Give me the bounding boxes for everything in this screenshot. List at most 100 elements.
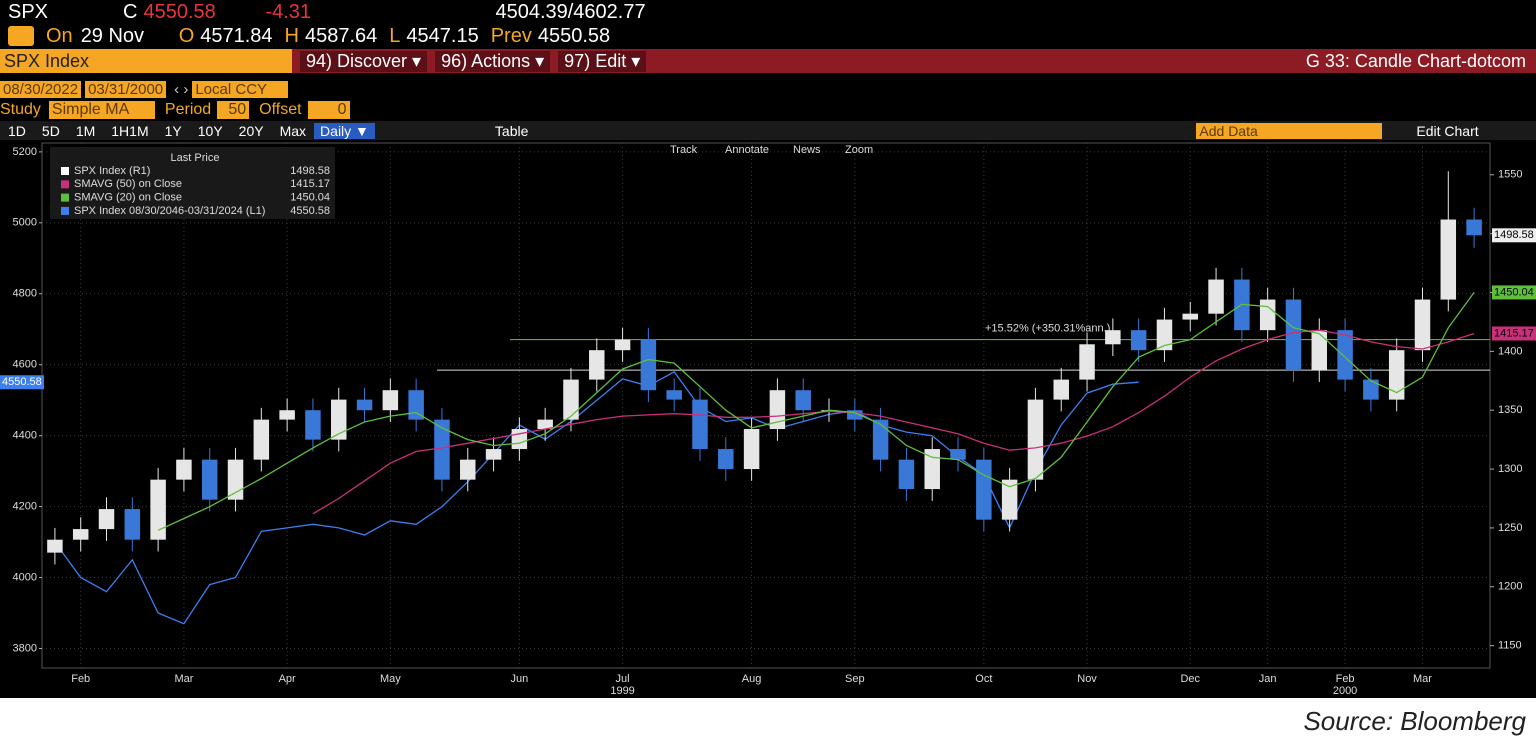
window-title: G 33: Candle Chart-dotcom <box>1305 50 1526 71</box>
period-tab[interactable]: 1M <box>75 122 96 139</box>
study[interactable]: Simple MA <box>48 101 155 119</box>
legend-name: SMAVG (50) on Close <box>74 178 182 190</box>
candle-body <box>460 459 476 480</box>
candle-body <box>1259 299 1276 331</box>
candle-body <box>563 379 579 420</box>
quote-row-2: On 29 Nov O 4571.84 H 4587.64 L 4547.15 … <box>0 24 1536 48</box>
range: 4504.39/4602.77 <box>495 0 646 23</box>
candle-body <box>1182 313 1198 320</box>
y-tick-label: 4600 <box>13 359 37 371</box>
x-tick-label: Aug <box>742 673 762 685</box>
candle-body <box>1337 330 1353 380</box>
year-label: 2000 <box>1333 685 1357 697</box>
candle-body <box>124 509 141 540</box>
y-tick-label: 4400 <box>13 430 37 442</box>
year-label: 1999 <box>610 685 634 697</box>
security[interactable]: SPX Index <box>0 49 292 73</box>
candle-body <box>485 449 502 460</box>
last: 4550.58 <box>143 0 216 23</box>
x-tick-label: Sep <box>845 673 865 685</box>
candle-body <box>1001 479 1018 520</box>
candle-body <box>150 479 166 540</box>
y2-tick-label: 1350 <box>1498 404 1522 416</box>
date-controls: 08/30/2022 03/31/2000 ‹ › Local CCY <box>0 79 1536 99</box>
legend-value: 4550.58 <box>290 205 330 217</box>
candle-body <box>1156 319 1173 351</box>
value-badge-label: 1450.04 <box>1494 286 1534 298</box>
y-tick-label: 5000 <box>13 217 37 229</box>
chart-tool[interactable]: Track <box>670 144 698 156</box>
candle-body <box>1311 330 1328 371</box>
candle-body <box>1053 379 1069 400</box>
legend-box <box>50 147 335 219</box>
high: 4587.64 <box>305 24 378 47</box>
y2-tick-label: 1150 <box>1498 640 1522 652</box>
menu[interactable]: 96) Actions ▾ <box>435 50 551 72</box>
plot-area <box>41 142 1491 669</box>
candle-body <box>795 390 811 411</box>
chart-tool[interactable]: News <box>793 144 821 156</box>
table-button[interactable]: Table <box>494 122 529 139</box>
period-tab[interactable]: 20Y <box>238 122 264 139</box>
period-tab[interactable]: 1D <box>8 122 26 139</box>
candle-body <box>1027 399 1044 480</box>
candle-body <box>743 429 760 470</box>
candle-body <box>408 390 424 420</box>
legend-name: SMAVG (20) on Close <box>74 192 182 204</box>
x-tick-label: Jan <box>1259 673 1277 685</box>
y-tick-label: 5200 <box>13 146 37 158</box>
offset[interactable]: 0 <box>307 101 350 119</box>
period-tab[interactable]: 1Y <box>164 122 182 139</box>
value-badge <box>1492 228 1536 243</box>
x-tick-label: May <box>380 673 401 685</box>
end-date[interactable]: 03/31/2000 <box>85 80 167 98</box>
period-tab[interactable]: 5D <box>41 122 60 139</box>
value-badge-label: 1415.17 <box>1494 327 1534 339</box>
prev-label: Prev <box>490 24 532 47</box>
y2-tick-label: 1300 <box>1498 463 1522 475</box>
candle-body <box>614 339 631 351</box>
period[interactable]: 50 <box>217 101 250 119</box>
value-badge <box>1492 326 1536 341</box>
add-data[interactable]: Add Data <box>1196 122 1383 139</box>
legend-swatch <box>61 180 69 189</box>
x-tick-label: Mar <box>174 673 193 685</box>
candle-body <box>305 410 321 440</box>
menu[interactable]: 97) Edit ▾ <box>558 50 647 72</box>
candle-body <box>47 539 63 553</box>
date-label: On <box>46 24 73 47</box>
period-tab[interactable]: 10Y <box>197 122 223 139</box>
x-tick-label: Jun <box>510 673 528 685</box>
candle-body <box>1208 279 1224 314</box>
x-tick-label: Oct <box>975 673 992 685</box>
candle-body <box>976 459 992 520</box>
period-tab[interactable]: 1H1M <box>111 122 149 139</box>
x-tick-label: Nov <box>1077 673 1097 685</box>
x-tick-label: Jul <box>616 673 630 685</box>
y2-tick-label: 1550 <box>1498 169 1522 181</box>
candle-body <box>331 399 347 440</box>
candle-body <box>537 419 553 430</box>
chart-tool[interactable]: Zoom <box>845 144 873 156</box>
chart-tool[interactable]: Annotate <box>725 144 769 156</box>
candle-body <box>434 419 450 480</box>
frequency[interactable]: Daily ▼ <box>314 122 375 139</box>
candle-body <box>847 410 863 420</box>
menu[interactable]: 94) Discover ▾ <box>300 50 428 72</box>
toolbar: SPX Index 94) Discover ▾ 96) Actions ▾ 97)… <box>0 49 1536 73</box>
currency[interactable]: Local CCY <box>192 80 289 98</box>
edit-chart[interactable]: Edit Chart <box>1416 122 1479 139</box>
candle-body <box>201 459 218 500</box>
candle-body <box>589 350 605 380</box>
x-tick-label: Feb <box>1336 673 1355 685</box>
period-tab[interactable]: Max <box>279 122 307 139</box>
candle-body <box>72 529 89 540</box>
x-tick-label: Feb <box>71 673 90 685</box>
y2-tick-label: 1250 <box>1498 522 1522 534</box>
ticker: SPX <box>8 0 49 23</box>
footer: Source: Bloomberg <box>0 698 1536 744</box>
start-date[interactable]: 08/30/2022 <box>0 80 82 98</box>
icon[interactable] <box>8 26 34 46</box>
open: 4571.84 <box>200 24 273 47</box>
x-tick-label: Dec <box>1180 673 1200 685</box>
